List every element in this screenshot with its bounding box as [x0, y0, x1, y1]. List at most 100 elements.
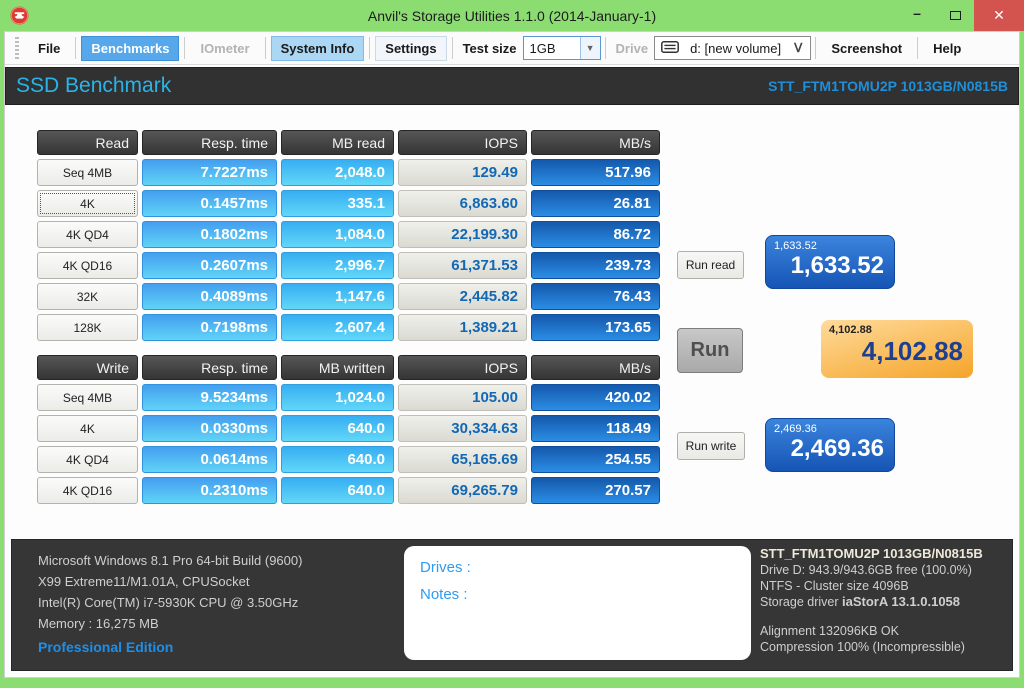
memory-line: Memory : 16,275 MB	[38, 616, 159, 631]
footer-panel: Microsoft Windows 8.1 Pro 64-bit Build (…	[11, 539, 1013, 671]
test-size-select[interactable]: 1GB ▼	[522, 36, 601, 60]
cpu-line: Intel(R) Core(TM) i7-5930K CPU @ 3.50GHz	[38, 595, 299, 610]
page-title: SSD Benchmark	[16, 74, 172, 97]
read-row-button-32k[interactable]: 32K	[37, 283, 138, 310]
write-col-header: Write	[37, 355, 138, 380]
client-area: File Benchmarks IOmeter System Info Sett…	[4, 31, 1020, 678]
read-mbs-cell: 26.81	[531, 190, 660, 217]
read-resp-cell: 0.1802ms	[142, 221, 277, 248]
write-mb-cell: 640.0	[281, 477, 394, 504]
edition-label: Professional Edition	[38, 639, 174, 655]
read-iops-cell: 61,371.53	[398, 252, 527, 279]
mbs-col-header: MB/s	[531, 355, 660, 380]
read-mbs-cell: 517.96	[531, 159, 660, 186]
menu-file[interactable]: File	[38, 40, 61, 56]
menu-benchmarks[interactable]: Benchmarks	[81, 35, 180, 61]
write-resp-cell: 9.5234ms	[142, 384, 277, 411]
write-row-button-4kqd16[interactable]: 4K QD16	[37, 477, 138, 504]
notes-label: Notes :	[420, 586, 468, 603]
menu-separator	[264, 37, 266, 59]
write-resp-cell: 0.2310ms	[142, 477, 277, 504]
resp-col-header: Resp. time	[142, 355, 277, 380]
menu-screenshot[interactable]: Screenshot	[831, 40, 903, 56]
read-table: Read Resp. time MB read IOPS MB/s Seq 4M…	[37, 130, 660, 341]
total-score-box: 4,102.88 4,102.88	[821, 320, 973, 378]
write-row-button-4kqd4[interactable]: 4K QD4	[37, 446, 138, 473]
read-resp-cell: 7.7227ms	[142, 159, 277, 186]
read-row-button-128k[interactable]: 128K	[37, 314, 138, 341]
menu-separator	[917, 37, 919, 59]
menu-settings[interactable]: Settings	[375, 35, 447, 61]
menu-separator	[184, 37, 186, 59]
write-row-button-4k[interactable]: 4K	[37, 415, 138, 442]
read-mbs-cell: 86.72	[531, 221, 660, 248]
read-row-button-seq4mb[interactable]: Seq 4MB	[37, 159, 138, 186]
write-iops-cell: 30,334.63	[398, 415, 527, 442]
read-mbs-cell: 239.73	[531, 252, 660, 279]
run-read-button[interactable]: Run read	[677, 251, 744, 279]
mb-written-col-header: MB written	[281, 355, 394, 380]
menu-system-info[interactable]: System Info	[270, 35, 365, 61]
window-title: Anvil's Storage Utilities 1.1.0 (2014-Ja…	[367, 7, 657, 24]
read-score-value: 1,633.52	[790, 252, 884, 279]
read-mbs-cell: 76.43	[531, 283, 660, 310]
footer-device-name: STT_FTM1TOMU2P 1013GB/N0815B	[760, 546, 983, 561]
read-mb-cell: 1,084.0	[281, 221, 394, 248]
write-mb-cell: 640.0	[281, 415, 394, 442]
read-iops-cell: 22,199.30	[398, 221, 527, 248]
read-iops-cell: 1,389.21	[398, 314, 527, 341]
mb-read-col-header: MB read	[281, 130, 394, 155]
menu-separator	[369, 37, 371, 59]
write-mbs-cell: 420.02	[531, 384, 660, 411]
mbs-col-header: MB/s	[531, 130, 660, 155]
device-name: STT_FTM1TOMU2P 1013GB/N0815B	[768, 78, 1008, 94]
read-mb-cell: 1,147.6	[281, 283, 394, 310]
toolbar: File Benchmarks IOmeter System Info Sett…	[5, 32, 1019, 65]
menu-separator	[604, 37, 606, 59]
alignment-line: Alignment 132096KB OK	[760, 624, 899, 638]
read-mbs-cell: 173.65	[531, 314, 660, 341]
minimize-button[interactable]: –	[913, 4, 921, 21]
read-resp-cell: 0.2607ms	[142, 252, 277, 279]
toolbar-grip[interactable]	[15, 37, 19, 59]
menu-separator	[451, 37, 453, 59]
write-resp-cell: 0.0614ms	[142, 446, 277, 473]
write-iops-cell: 69,265.79	[398, 477, 527, 504]
storage-driver-value: iaStorA 13.1.0.1058	[841, 594, 961, 609]
compression-line: Compression 100% (Incompressible)	[760, 640, 965, 654]
read-row-button-4kqd16[interactable]: 4K QD16	[37, 252, 138, 279]
write-resp-cell: 0.0330ms	[142, 415, 277, 442]
board-line: X99 Extreme11/M1.01A, CPUSocket	[38, 574, 250, 589]
read-mb-cell: 2,607.4	[281, 314, 394, 341]
app-icon	[10, 6, 29, 30]
notes-box[interactable]: Drives : Notes :	[404, 546, 751, 660]
write-table: Write Resp. time MB written IOPS MB/s Se…	[37, 355, 660, 504]
run-button[interactable]: Run	[677, 328, 743, 373]
total-score-value: 4,102.88	[861, 336, 963, 366]
write-score-small: 2,469.36	[774, 423, 817, 435]
dropdown-arrow-icon[interactable]: ▼	[579, 37, 600, 59]
read-iops-cell: 6,863.60	[398, 190, 527, 217]
read-score-box: 1,633.52 1,633.52	[765, 235, 895, 289]
read-mb-cell: 2,996.7	[281, 252, 394, 279]
maximize-button[interactable]	[936, 0, 974, 31]
total-score-small: 4,102.88	[829, 324, 872, 336]
close-button[interactable]: ✕	[974, 0, 1024, 31]
read-row-button-4k[interactable]: 4K	[37, 190, 138, 217]
drive-select[interactable]: d: [new volume] ᐯ	[654, 36, 812, 60]
menu-iometer: IOmeter	[200, 40, 250, 56]
read-score-small: 1,633.52	[774, 240, 817, 252]
write-mbs-cell: 254.55	[531, 446, 660, 473]
title-bar[interactable]: Anvil's Storage Utilities 1.1.0 (2014-Ja…	[0, 0, 1024, 31]
read-row-button-4kqd4[interactable]: 4K QD4	[37, 221, 138, 248]
write-mbs-cell: 270.57	[531, 477, 660, 504]
run-write-button[interactable]: Run write	[677, 432, 745, 460]
maximize-icon	[949, 11, 961, 20]
write-row-button-seq4mb[interactable]: Seq 4MB	[37, 384, 138, 411]
menu-help[interactable]: Help	[933, 40, 962, 56]
write-iops-cell: 105.00	[398, 384, 527, 411]
benchmark-header-band: SSD Benchmark STT_FTM1TOMU2P 1013GB/N081…	[5, 67, 1019, 105]
read-mb-cell: 335.1	[281, 190, 394, 217]
drive-label: Drive	[615, 40, 649, 56]
